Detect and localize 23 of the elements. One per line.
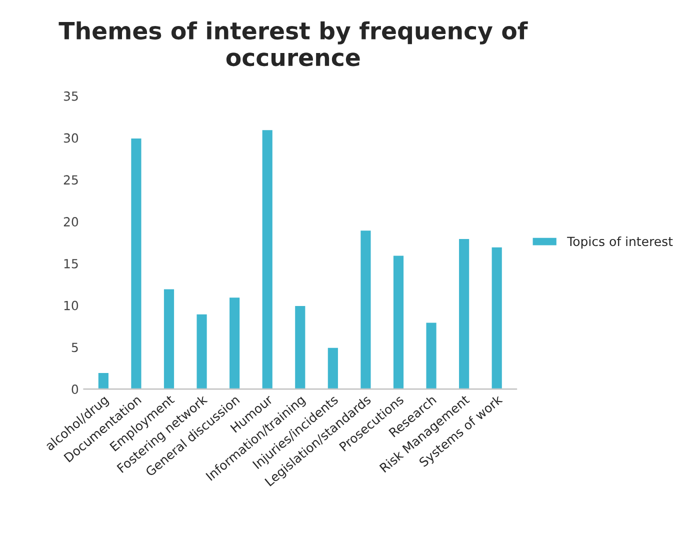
bar	[130, 137, 143, 390]
y-tick-label: 35	[64, 91, 78, 101]
y-tick-label: 30	[64, 133, 78, 143]
y-tick-label: 0	[72, 384, 78, 394]
bar	[359, 229, 372, 390]
legend-label: Topics of interest	[567, 236, 673, 249]
y-tick-label: 5	[72, 342, 78, 352]
bar	[458, 238, 470, 390]
y-tick-label: 20	[64, 217, 78, 226]
bar	[392, 254, 405, 390]
bar	[490, 246, 504, 390]
bar	[294, 304, 307, 390]
bar	[195, 313, 208, 390]
y-tick-label: 25	[64, 175, 78, 185]
bar	[326, 346, 340, 390]
bar	[260, 128, 274, 390]
bar	[97, 372, 110, 390]
y-tick-label: 15	[64, 259, 78, 268]
bar	[162, 288, 176, 390]
bar	[424, 321, 438, 390]
chart-title: Themes of interest by frequency of occurence	[58, 21, 528, 66]
y-tick-label: 10	[64, 300, 78, 310]
bar	[228, 296, 242, 390]
